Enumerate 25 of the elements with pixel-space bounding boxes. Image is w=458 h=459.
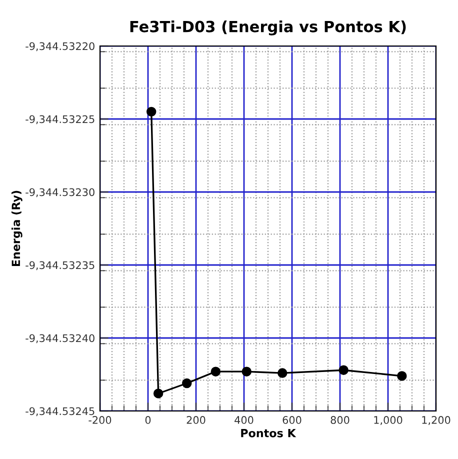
point <box>146 106 156 117</box>
point <box>153 388 164 398</box>
x-tick-label: 0 <box>145 416 151 424</box>
x-tick-label: -200 <box>88 416 112 424</box>
y-tick-label: -9,344.53235 <box>26 261 94 270</box>
point <box>278 368 288 378</box>
x-axis-title: Pontos K <box>241 429 296 438</box>
point <box>397 371 407 381</box>
x-tick-label: 1,000 <box>374 416 402 425</box>
x-tick-label: 1,200 <box>422 416 450 425</box>
y-tick-label: -9,344.53230 <box>26 188 94 198</box>
y-tick-label: -9,344.53225 <box>26 115 94 124</box>
point <box>242 366 252 376</box>
x-tick-label: 600 <box>282 416 302 424</box>
x-tick-label: 400 <box>234 416 254 424</box>
point <box>210 366 221 376</box>
x-tick-label: 200 <box>186 416 206 424</box>
point <box>182 378 192 388</box>
point <box>338 365 348 375</box>
y-tick-label: -9,344.53245 <box>26 407 94 416</box>
chart-title: Fe3Ti-D03 (Energia vs Pontos K) <box>130 20 406 36</box>
x-tick-label: 800 <box>330 416 350 424</box>
y-axis-title: Energia (Ry) <box>11 190 22 266</box>
y-tick-label: -9,344.53220 <box>26 42 94 52</box>
y-tick-label: -9,344.53240 <box>26 334 94 344</box>
